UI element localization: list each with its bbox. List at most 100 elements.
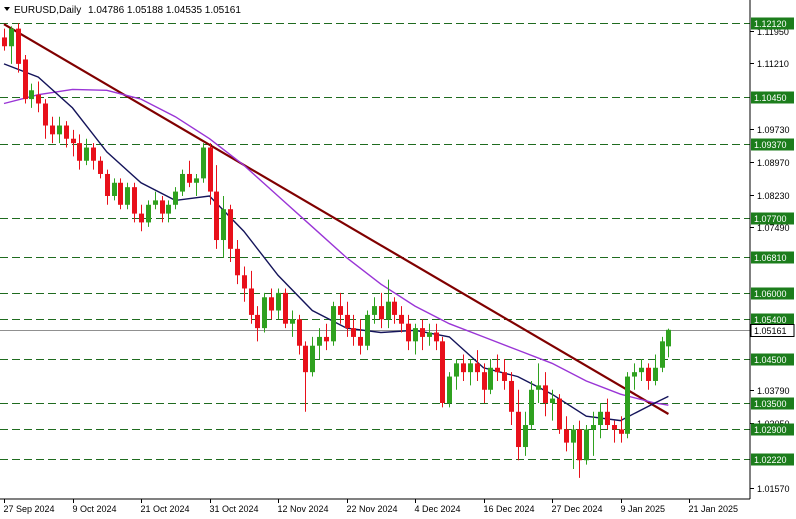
candle-body	[345, 314, 350, 329]
candles	[2, 23, 671, 478]
level-label-bg	[751, 423, 794, 436]
candle-body	[91, 147, 96, 161]
candle-body	[132, 187, 137, 214]
dropdown-triangle-icon[interactable]	[4, 7, 10, 11]
level-label: 1.02220	[754, 455, 787, 465]
level-label: 1.12120	[754, 19, 787, 29]
time-tick-label: 12 Nov 2024	[278, 504, 329, 514]
level-label-bg	[751, 353, 794, 366]
candle-body	[571, 429, 576, 443]
price-tick-label: 1.11950	[757, 27, 789, 37]
candle-body	[112, 182, 117, 196]
candle-body	[557, 398, 562, 430]
chart-header: EURUSD,Daily 1.04786 1.05188 1.04535 1.0…	[4, 5, 241, 16]
candle-body	[160, 200, 165, 214]
candle-body	[180, 173, 185, 192]
level-label-bg	[751, 212, 794, 225]
candle-body	[475, 363, 480, 373]
price-tick-label: 1.03790	[757, 386, 790, 396]
candle-body	[303, 345, 308, 373]
candle-body	[194, 178, 199, 183]
ma-slow-line	[3, 88, 669, 406]
level-label-bg	[751, 313, 794, 326]
level-label: 1.05400	[754, 315, 787, 325]
time-tick-label: 9 Oct 2024	[73, 504, 117, 514]
candle-body	[427, 332, 432, 337]
axes	[0, 0, 751, 500]
time-tick-label: 27 Dec 2024	[552, 504, 603, 514]
level-label: 1.02900	[754, 425, 787, 435]
candle-body	[338, 306, 343, 315]
level-label-bg	[751, 138, 794, 151]
candle-body	[577, 429, 582, 461]
level-label: 1.03500	[754, 399, 787, 409]
candle-body	[235, 248, 240, 276]
candle-body	[324, 336, 329, 342]
candle-body	[666, 329, 671, 347]
level-label: 1.07700	[754, 214, 787, 224]
candle-body	[84, 147, 89, 161]
candle-body	[468, 363, 473, 373]
candle-body	[653, 367, 658, 381]
candle-body	[331, 306, 336, 342]
candle-body	[317, 336, 322, 346]
time-tick-label: 16 Dec 2024	[484, 504, 535, 514]
candle-body	[50, 125, 55, 135]
trendline	[3, 23, 670, 415]
candle-body	[379, 306, 384, 320]
candle-body	[146, 204, 151, 223]
level-label: 1.04500	[754, 355, 787, 365]
time-tick-label: 21 Oct 2024	[141, 504, 190, 514]
candle-body	[23, 59, 28, 100]
price-tick-label: 1.09730	[757, 125, 790, 135]
candle-body	[98, 160, 103, 174]
candle-body	[440, 341, 445, 403]
time-tick-label: 31 Oct 2024	[210, 504, 259, 514]
candle-body	[502, 372, 507, 381]
candle-body	[351, 328, 356, 337]
candle-body	[297, 319, 302, 346]
candle-body	[43, 103, 48, 126]
candle-body	[310, 345, 315, 373]
price-tick-label: 1.01570	[757, 484, 790, 494]
candle-body	[71, 138, 76, 144]
candle-body	[9, 28, 14, 47]
candle-body	[173, 191, 178, 205]
candle-body	[591, 425, 596, 430]
candle-body	[584, 429, 589, 461]
candle-body	[632, 372, 637, 377]
level-label: 1.10450	[754, 93, 787, 103]
candle-body	[214, 191, 219, 241]
time-tick-label: 4 Dec 2024	[415, 504, 461, 514]
candle-body	[166, 204, 171, 214]
candle-body	[208, 147, 213, 192]
candle-body	[64, 125, 69, 139]
candle-body	[242, 275, 247, 289]
candle-body	[255, 314, 260, 329]
time-tick-label: 27 Sep 2024	[4, 504, 55, 514]
candle-body	[249, 288, 254, 315]
candle-body	[29, 90, 34, 100]
candle-body	[619, 429, 624, 434]
level-label-bg	[751, 17, 794, 30]
candle-body	[153, 200, 158, 205]
level-label-bg	[751, 287, 794, 300]
time-tick-label: 22 Nov 2024	[347, 504, 398, 514]
candle-body	[372, 306, 377, 315]
candle-body	[605, 411, 610, 426]
candle-body	[392, 301, 397, 315]
candle-body	[523, 425, 528, 448]
candle-body	[77, 143, 82, 161]
time-tick-label: 9 Jan 2025	[621, 504, 666, 514]
level-label-bg	[751, 397, 794, 410]
candle-body	[221, 209, 226, 241]
candle-body	[386, 301, 391, 320]
symbol-label: EURUSD,Daily	[14, 5, 81, 16]
level-labels: 1.12120 1.10450 1.09370 1.07700 1.06810 1.060…	[750, 17, 795, 466]
candle-body	[283, 292, 288, 324]
candle-body	[262, 297, 267, 329]
candle-body	[543, 385, 548, 403]
time-tick-label: 21 Jan 2025	[689, 504, 739, 514]
